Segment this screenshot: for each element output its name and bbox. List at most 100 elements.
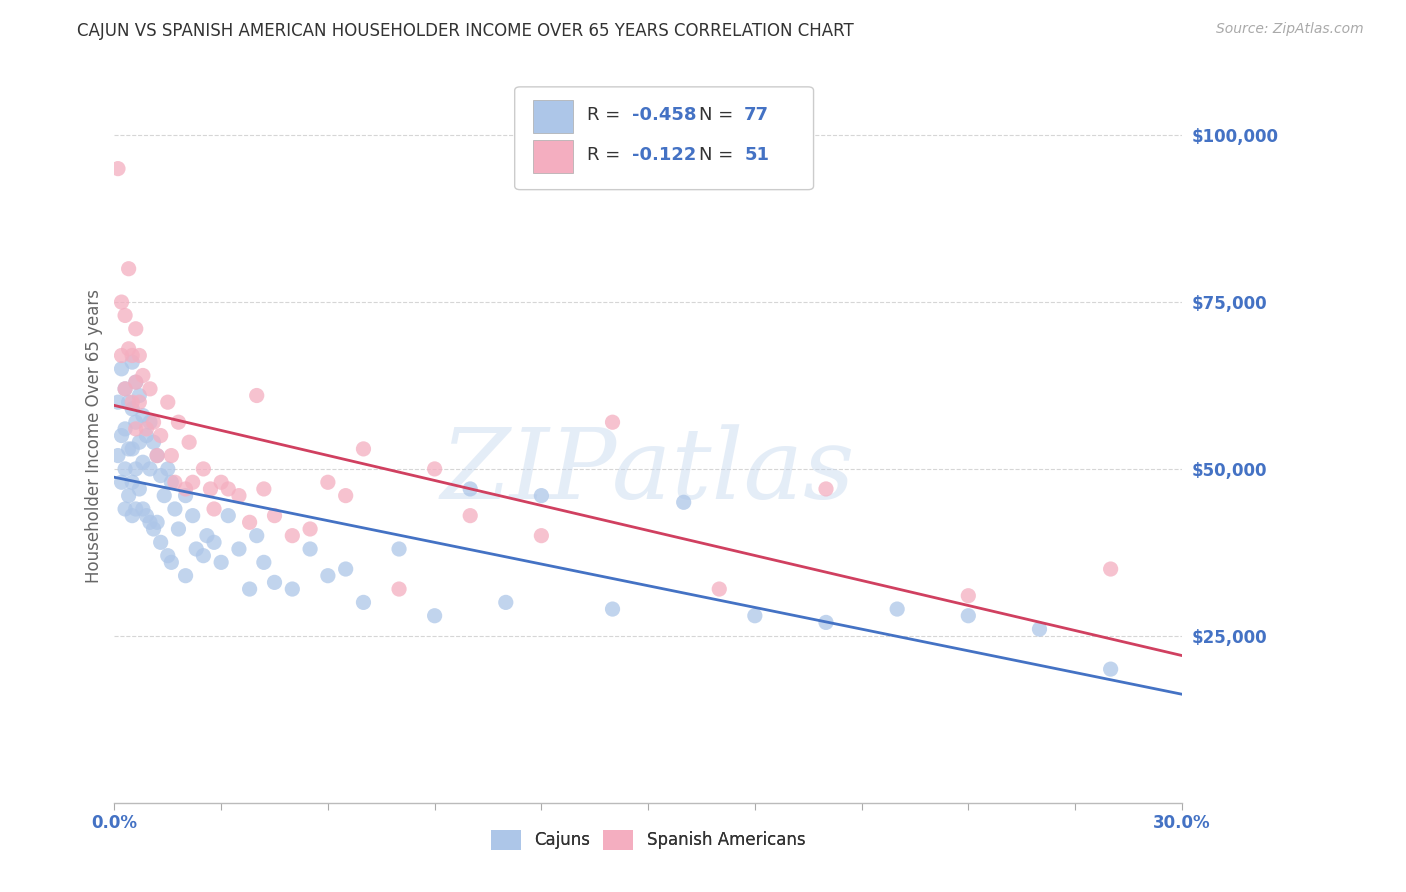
Point xyxy=(149,535,172,549)
Point xyxy=(132,455,155,469)
Point xyxy=(253,555,276,569)
Point xyxy=(160,555,183,569)
Point xyxy=(163,475,186,490)
Point xyxy=(209,475,232,490)
Text: -0.122: -0.122 xyxy=(633,146,696,164)
Point xyxy=(110,349,132,363)
Point xyxy=(530,489,553,503)
Point xyxy=(160,449,183,463)
Point xyxy=(128,482,150,496)
Point xyxy=(957,608,980,623)
Point xyxy=(125,375,148,389)
Point xyxy=(163,502,186,516)
Point xyxy=(316,475,339,490)
Point xyxy=(121,401,143,416)
Point xyxy=(202,535,225,549)
Point xyxy=(423,462,446,476)
Point xyxy=(167,522,190,536)
Point xyxy=(114,462,136,476)
Point xyxy=(125,422,148,436)
Point xyxy=(388,541,411,556)
Point xyxy=(814,482,837,496)
Point xyxy=(281,529,304,543)
Point xyxy=(139,415,162,429)
Point xyxy=(217,508,239,523)
Point xyxy=(114,502,136,516)
Point xyxy=(114,309,136,323)
Point xyxy=(156,395,179,409)
Point xyxy=(239,582,262,596)
Point xyxy=(228,541,250,556)
Point xyxy=(135,428,157,442)
Text: ZIPatlas: ZIPatlas xyxy=(441,425,855,520)
Point xyxy=(114,382,136,396)
Text: 51: 51 xyxy=(744,146,769,164)
Point xyxy=(246,529,269,543)
Point xyxy=(128,435,150,450)
Point xyxy=(128,388,150,402)
Point xyxy=(1099,562,1122,576)
Point xyxy=(167,415,190,429)
Point xyxy=(672,495,695,509)
Point xyxy=(117,442,139,456)
Point xyxy=(139,516,162,530)
Point xyxy=(174,568,197,582)
Text: R =: R = xyxy=(588,146,626,164)
Point xyxy=(458,508,481,523)
Point xyxy=(1028,622,1050,636)
Point xyxy=(709,582,731,596)
Point xyxy=(281,582,304,596)
Point xyxy=(128,395,150,409)
Text: R =: R = xyxy=(588,106,626,124)
Point xyxy=(110,475,132,490)
Point xyxy=(299,541,322,556)
Point xyxy=(886,602,908,616)
Point xyxy=(316,568,339,582)
Point xyxy=(602,602,624,616)
Point xyxy=(110,428,132,442)
Point xyxy=(149,428,172,442)
Point xyxy=(114,422,136,436)
Point xyxy=(110,361,132,376)
Point xyxy=(110,295,132,310)
Point xyxy=(121,355,143,369)
Point xyxy=(146,516,169,530)
Point xyxy=(125,462,148,476)
Legend: Cajuns, Spanish Americans: Cajuns, Spanish Americans xyxy=(484,823,813,856)
Point xyxy=(121,395,143,409)
Point xyxy=(174,489,197,503)
Text: Source: ZipAtlas.com: Source: ZipAtlas.com xyxy=(1216,22,1364,37)
Text: N =: N = xyxy=(699,146,740,164)
Point xyxy=(335,562,357,576)
Text: N =: N = xyxy=(699,106,740,124)
Point xyxy=(814,615,837,630)
Point xyxy=(135,422,157,436)
Point xyxy=(228,489,250,503)
Point xyxy=(142,435,165,450)
FancyBboxPatch shape xyxy=(515,87,814,190)
Point xyxy=(253,482,276,496)
Point xyxy=(117,342,139,356)
Point xyxy=(132,409,155,423)
Point xyxy=(209,555,232,569)
FancyBboxPatch shape xyxy=(533,140,574,173)
Point xyxy=(602,415,624,429)
Point xyxy=(181,475,204,490)
Point xyxy=(174,482,197,496)
Point xyxy=(121,349,143,363)
Point xyxy=(193,462,215,476)
Y-axis label: Householder Income Over 65 years: Householder Income Over 65 years xyxy=(86,288,103,582)
Point xyxy=(125,415,148,429)
Point xyxy=(117,395,139,409)
Point xyxy=(135,508,157,523)
Point xyxy=(128,349,150,363)
Text: CAJUN VS SPANISH AMERICAN HOUSEHOLDER INCOME OVER 65 YEARS CORRELATION CHART: CAJUN VS SPANISH AMERICAN HOUSEHOLDER IN… xyxy=(77,22,853,40)
Point xyxy=(353,595,375,609)
Point xyxy=(263,575,285,590)
Point xyxy=(495,595,517,609)
Point xyxy=(335,489,357,503)
Point xyxy=(142,522,165,536)
Point xyxy=(181,508,204,523)
Point xyxy=(125,502,148,516)
Point xyxy=(121,508,143,523)
